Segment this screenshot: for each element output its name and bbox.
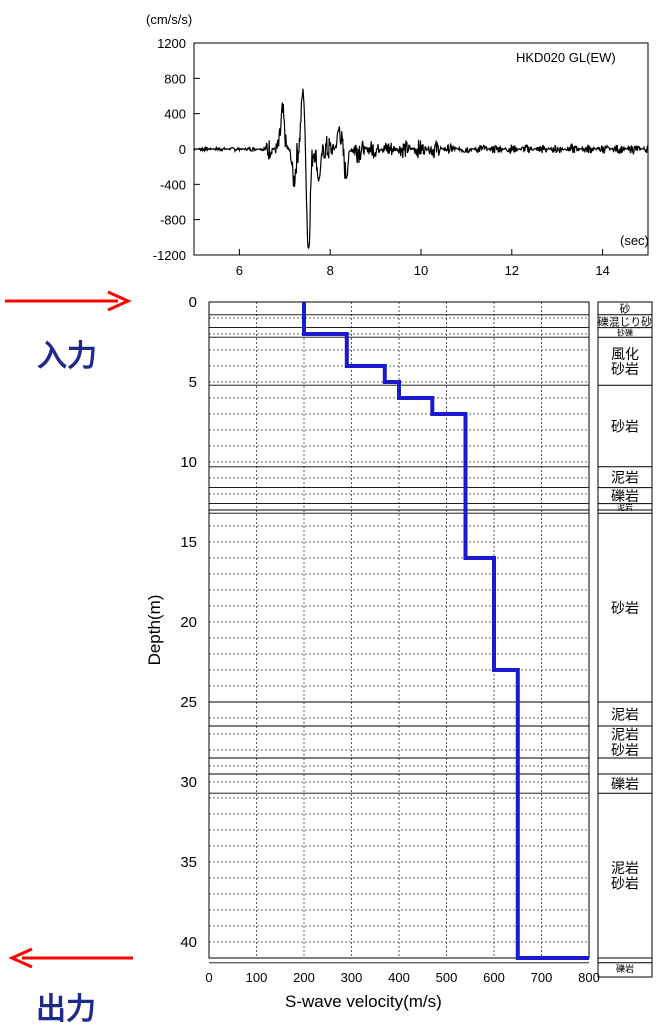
input-label: 入力 [37, 339, 97, 374]
waveform-ytick-label: 400 [164, 107, 186, 122]
waveform-ytick-label: 1200 [157, 36, 186, 51]
geology-layer-label: 砂 [620, 303, 631, 316]
geology-layer-label: 礫岩 [611, 489, 639, 505]
waveform-ticks: 1200 800 400 0 -400 -800 -1200 6 8 10 12 14 [153, 36, 610, 278]
waveform-ytick-label: 0 [179, 142, 186, 157]
waveform-xtick-label: 10 [414, 263, 428, 278]
profile-xtick-label: 0 [205, 970, 212, 985]
waveform-ytick-label: -400 [160, 177, 186, 192]
geology-layer-label: 礫混じり砂 [598, 314, 652, 328]
profile-xtick-label: 400 [388, 970, 410, 985]
profile-xtick-label: 100 [246, 970, 268, 985]
profile-ytick-label: 10 [180, 454, 197, 471]
waveform-xtick-label: 8 [327, 263, 334, 278]
profile-ytick-label: 40 [180, 934, 197, 951]
waveform-xtick-label: 14 [595, 263, 609, 278]
output-label: 出力 [36, 992, 96, 1026]
geology-frame [597, 301, 653, 978]
geology-layer-label: 泥岩 [617, 502, 633, 512]
profile-ytick-label: 15 [180, 534, 197, 551]
waveform-chart: 1200 800 400 0 -400 -800 -1200 6 8 10 12 14 (cm/s/s… [146, 12, 649, 278]
profile-xtick-label: 500 [436, 970, 458, 985]
geology-layer-label: 礫岩 [611, 777, 639, 793]
waveform-ytick-label: -800 [160, 213, 186, 228]
input-annotation: 入力 [5, 290, 132, 374]
geology-layer-label: 泥岩砂岩 [611, 861, 639, 892]
waveform-series-line [193, 88, 649, 250]
profile-grid [209, 302, 589, 964]
profile-ytick-label: 0 [189, 294, 197, 311]
profile-frame [208, 301, 590, 959]
geology-layer-label: 砂岩 [611, 601, 639, 617]
profile-ytick-label: 25 [180, 694, 197, 711]
profile-ytick-label: 30 [180, 774, 197, 791]
profile-xtick-label: 600 [483, 970, 505, 985]
geology-layer-label: 礫岩 [616, 963, 634, 975]
waveform-ytick-label: 800 [164, 71, 186, 86]
profile-ytick-label: 35 [180, 854, 197, 871]
waveform-ytick-label: -1200 [153, 248, 186, 263]
profile-xtick-label: 700 [531, 970, 553, 985]
geology-layer-label: 泥岩砂岩 [611, 728, 639, 759]
velocity-step-line [302, 302, 589, 960]
profile-xlabel: S-wave velocity(m/s) [285, 992, 442, 1011]
geology-layer-label: 砂礫 [617, 327, 633, 337]
geology-layer-label: 風化砂岩 [611, 347, 639, 378]
profile-ytick-label: 5 [189, 374, 197, 391]
output-arrowhead-icon [8, 947, 33, 969]
geology-layer-label: 泥岩 [611, 471, 639, 487]
waveform-xlabel: (sec) [620, 233, 649, 248]
profile-ytick-label: 20 [180, 614, 197, 631]
geology-layer-label: 泥岩 [611, 707, 639, 723]
output-annotation: 出力 [8, 947, 133, 1026]
waveform-xtick-label: 6 [236, 263, 243, 278]
waveform-xtick-label: 12 [505, 263, 519, 278]
profile-xtick-label: 800 [578, 970, 600, 985]
profile-xtick-label: 200 [293, 970, 315, 985]
waveform-ylabel: (cm/s/s) [146, 12, 192, 27]
profile-ylabel: Depth(m) [145, 595, 164, 666]
geology-layer-label: 砂岩 [611, 419, 639, 435]
waveform-title: HKD020 GL(EW) [516, 50, 616, 65]
input-arrowhead-icon [107, 290, 132, 312]
profile-xtick-label: 300 [341, 970, 363, 985]
